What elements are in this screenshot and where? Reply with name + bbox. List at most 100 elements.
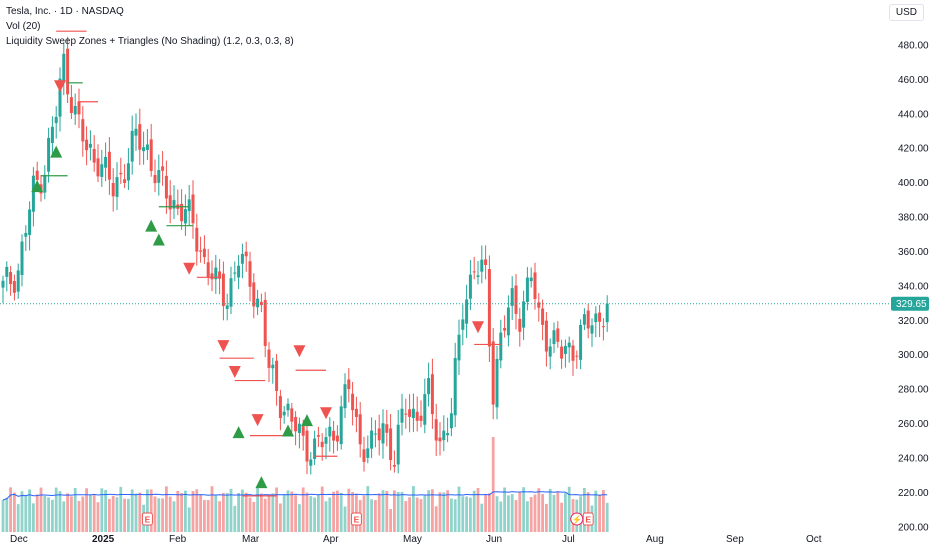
last-price-label: 329.65 <box>896 299 927 310</box>
volume-bar <box>172 501 176 532</box>
candle-body <box>582 314 586 325</box>
candle-body <box>237 265 241 278</box>
candle-body <box>506 307 510 336</box>
candle-body <box>518 318 522 332</box>
candle-body <box>142 147 146 152</box>
volume-bar <box>305 492 309 532</box>
candle-body <box>191 194 195 224</box>
x-tick-label: May <box>403 534 422 545</box>
split-icon <box>570 512 584 526</box>
volume-bar <box>317 494 320 532</box>
volume-bar <box>510 494 514 532</box>
candle-body <box>35 170 39 180</box>
candle-body <box>347 379 351 390</box>
last-price-badge <box>891 296 929 311</box>
candle-body <box>100 164 104 177</box>
volume-bar <box>130 489 134 532</box>
x-tick-label: 2025 <box>92 534 115 545</box>
currency-button[interactable]: USD <box>888 4 924 21</box>
volume-bar <box>206 500 210 532</box>
volume-bar <box>594 490 598 532</box>
candle-body <box>556 328 560 342</box>
triangle-down-marker <box>320 407 332 420</box>
candle-body <box>328 426 332 437</box>
triangle-down-marker <box>251 414 264 427</box>
volume-bar <box>115 497 119 532</box>
volume-bar <box>134 493 138 532</box>
candle-body <box>487 269 491 347</box>
volume-bar <box>24 495 28 532</box>
candle-body <box>373 433 377 435</box>
candle-body <box>126 163 130 181</box>
volume-bar <box>339 492 343 532</box>
candle-body <box>263 299 267 346</box>
candle-body <box>214 267 218 280</box>
triangle-up-marker <box>282 424 294 437</box>
volume-bar <box>252 501 256 532</box>
volume-bar <box>366 486 370 532</box>
earnings-label: E <box>585 515 591 525</box>
volume-bar <box>503 487 506 532</box>
volume-line: Vol (20) <box>6 21 41 32</box>
volume-bar <box>271 493 275 532</box>
candle-body <box>31 175 35 212</box>
candle-body <box>24 232 28 237</box>
candle-body <box>335 435 339 442</box>
volume-bar <box>408 497 411 532</box>
candle-body <box>115 177 119 197</box>
candle-body <box>457 334 461 361</box>
volume-bar <box>343 506 347 532</box>
candle-body <box>423 394 427 425</box>
volume-bar <box>324 501 328 532</box>
volume-bar <box>286 490 290 532</box>
candle-body <box>316 435 320 437</box>
volume-bar <box>552 494 556 532</box>
volume-bar <box>457 486 461 532</box>
candle-body <box>354 408 358 418</box>
candle-body <box>381 423 385 444</box>
volume-bar <box>374 500 377 532</box>
candle-body <box>111 183 115 197</box>
volume-bar <box>279 503 282 532</box>
triangle-down-marker <box>472 321 484 334</box>
candle-body <box>537 302 541 308</box>
triangle-up-marker <box>301 414 313 427</box>
candle-body <box>461 319 465 330</box>
triangle-down-marker <box>183 262 196 275</box>
earnings-label: E <box>145 515 151 525</box>
volume-bar <box>210 486 214 532</box>
volume-bar <box>123 498 126 532</box>
volume-bar <box>104 490 107 532</box>
split-label: ⚡ <box>572 515 583 526</box>
volume-bar <box>32 503 35 532</box>
candle-body <box>480 259 484 272</box>
volume-bar <box>62 501 66 532</box>
candle-body <box>510 288 514 306</box>
candle-body <box>525 277 529 302</box>
earnings-label: E <box>354 515 360 525</box>
candle-body <box>484 259 488 265</box>
volume-bar <box>320 486 324 532</box>
candle-body <box>50 126 54 144</box>
candle-body <box>499 332 503 361</box>
candle-body <box>297 423 301 433</box>
candle-body <box>153 174 157 184</box>
volume-bar <box>256 486 259 532</box>
candle-body <box>601 326 605 328</box>
candle-body <box>73 106 77 115</box>
candle-body <box>221 273 225 306</box>
candle-body <box>358 414 362 445</box>
volume-bar <box>533 494 537 532</box>
candle-body <box>533 272 537 299</box>
y-tick-label: 260.00 <box>898 419 929 430</box>
volume-bar <box>176 490 180 532</box>
y-tick-label: 240.00 <box>898 454 929 465</box>
candle-body <box>468 274 472 299</box>
volume-bar <box>484 494 487 532</box>
candle-body <box>119 172 123 175</box>
candle-body <box>210 273 214 280</box>
x-tick-label: Sep <box>726 534 744 545</box>
indicator-line: Liquidity Sweep Zones + Triangles (No Sh… <box>6 36 294 47</box>
y-tick-label: 480.00 <box>898 40 929 51</box>
